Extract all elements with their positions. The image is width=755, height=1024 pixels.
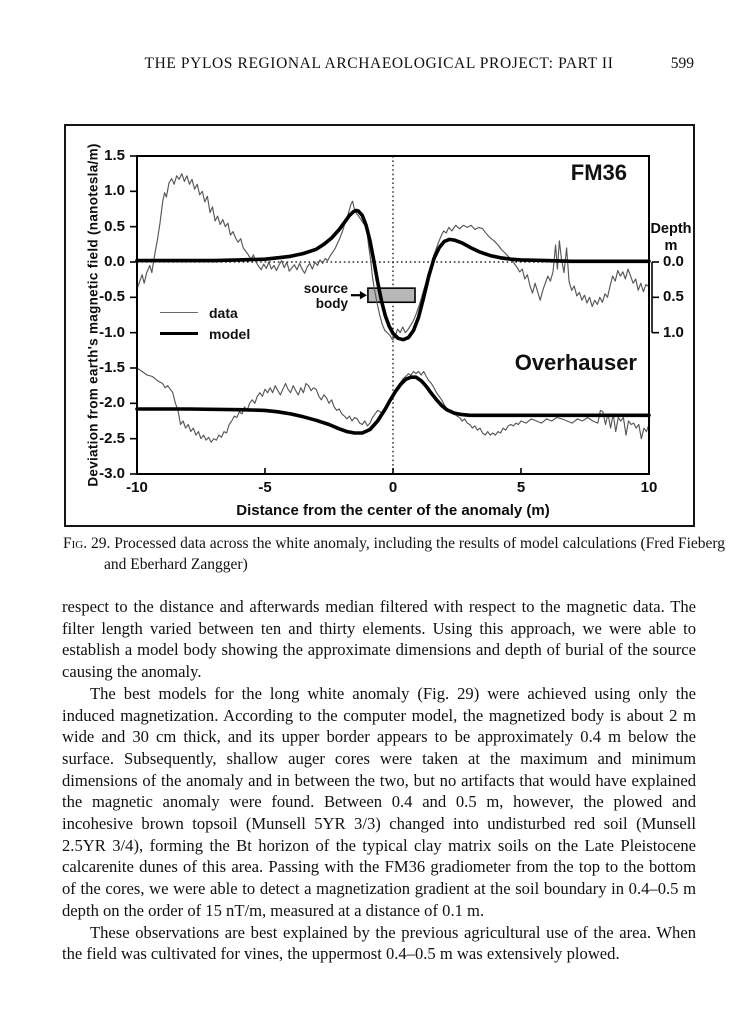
x-axis-title: Distance from the center of the anomaly … — [236, 502, 550, 519]
figure-caption: Fig. 29. Processed data across the white… — [63, 533, 726, 575]
x-tick-label: -10 — [126, 479, 148, 496]
series-fm36-data — [136, 173, 650, 341]
depth-tick-label: 0.0 — [663, 253, 684, 270]
depth-axis-title-line1: Depth — [650, 221, 692, 237]
series-overhauser-data — [136, 367, 650, 443]
y-tick-label: 1.5 — [104, 147, 125, 164]
series-fm36-model — [135, 208, 651, 342]
y-tick-label: -3.0 — [99, 465, 125, 482]
depth-axis-title-line2: m — [664, 238, 678, 254]
y-tick-label: -1.0 — [99, 323, 125, 341]
figure-29: Deviation from earth's magnetic field (n… — [64, 124, 695, 527]
body-text: respect to the distance and afterwards m… — [62, 596, 696, 965]
y-tick-label: -1.5 — [99, 359, 125, 376]
y-tick-label: -2.5 — [99, 429, 125, 447]
y-tick-label: -0.5 — [99, 288, 125, 306]
y-tick-label: 0.5 — [104, 217, 125, 235]
x-tick-label: 0 — [388, 479, 398, 496]
x-tick-label: 10 — [640, 479, 658, 496]
y-tick-label: -2.0 — [99, 394, 125, 412]
x-tick-label: 5 — [516, 479, 526, 496]
page-number: 599 — [670, 55, 694, 72]
paragraph-3: These observations are best explained by… — [62, 922, 696, 964]
header: THE PYLOS REGIONAL ARCHAEOLOGICAL PROJEC… — [62, 55, 696, 75]
depth-tick-label: 0.5 — [663, 288, 684, 306]
depth-axis-title: Depth m — [648, 221, 694, 255]
running-head-title: THE PYLOS REGIONAL ARCHAEOLOGICAL PROJEC… — [144, 55, 614, 72]
chart-canvas — [130, 155, 659, 475]
paragraph-2: The best models for the long white anoma… — [62, 683, 696, 920]
source-body-arrowhead — [359, 291, 367, 300]
figure-caption-label: Fig. 29. — [63, 535, 111, 552]
y-tick-label: 0.0 — [104, 253, 125, 270]
series-overhauser-model — [135, 375, 651, 435]
figure-caption-text: Processed data across the white anomaly,… — [104, 535, 726, 573]
x-tick-label: -5 — [258, 479, 272, 496]
paragraph-1: respect to the distance and afterwards m… — [62, 597, 696, 682]
y-tick-label: 1.0 — [104, 182, 125, 200]
depth-tick-label: 1.0 — [663, 323, 684, 341]
